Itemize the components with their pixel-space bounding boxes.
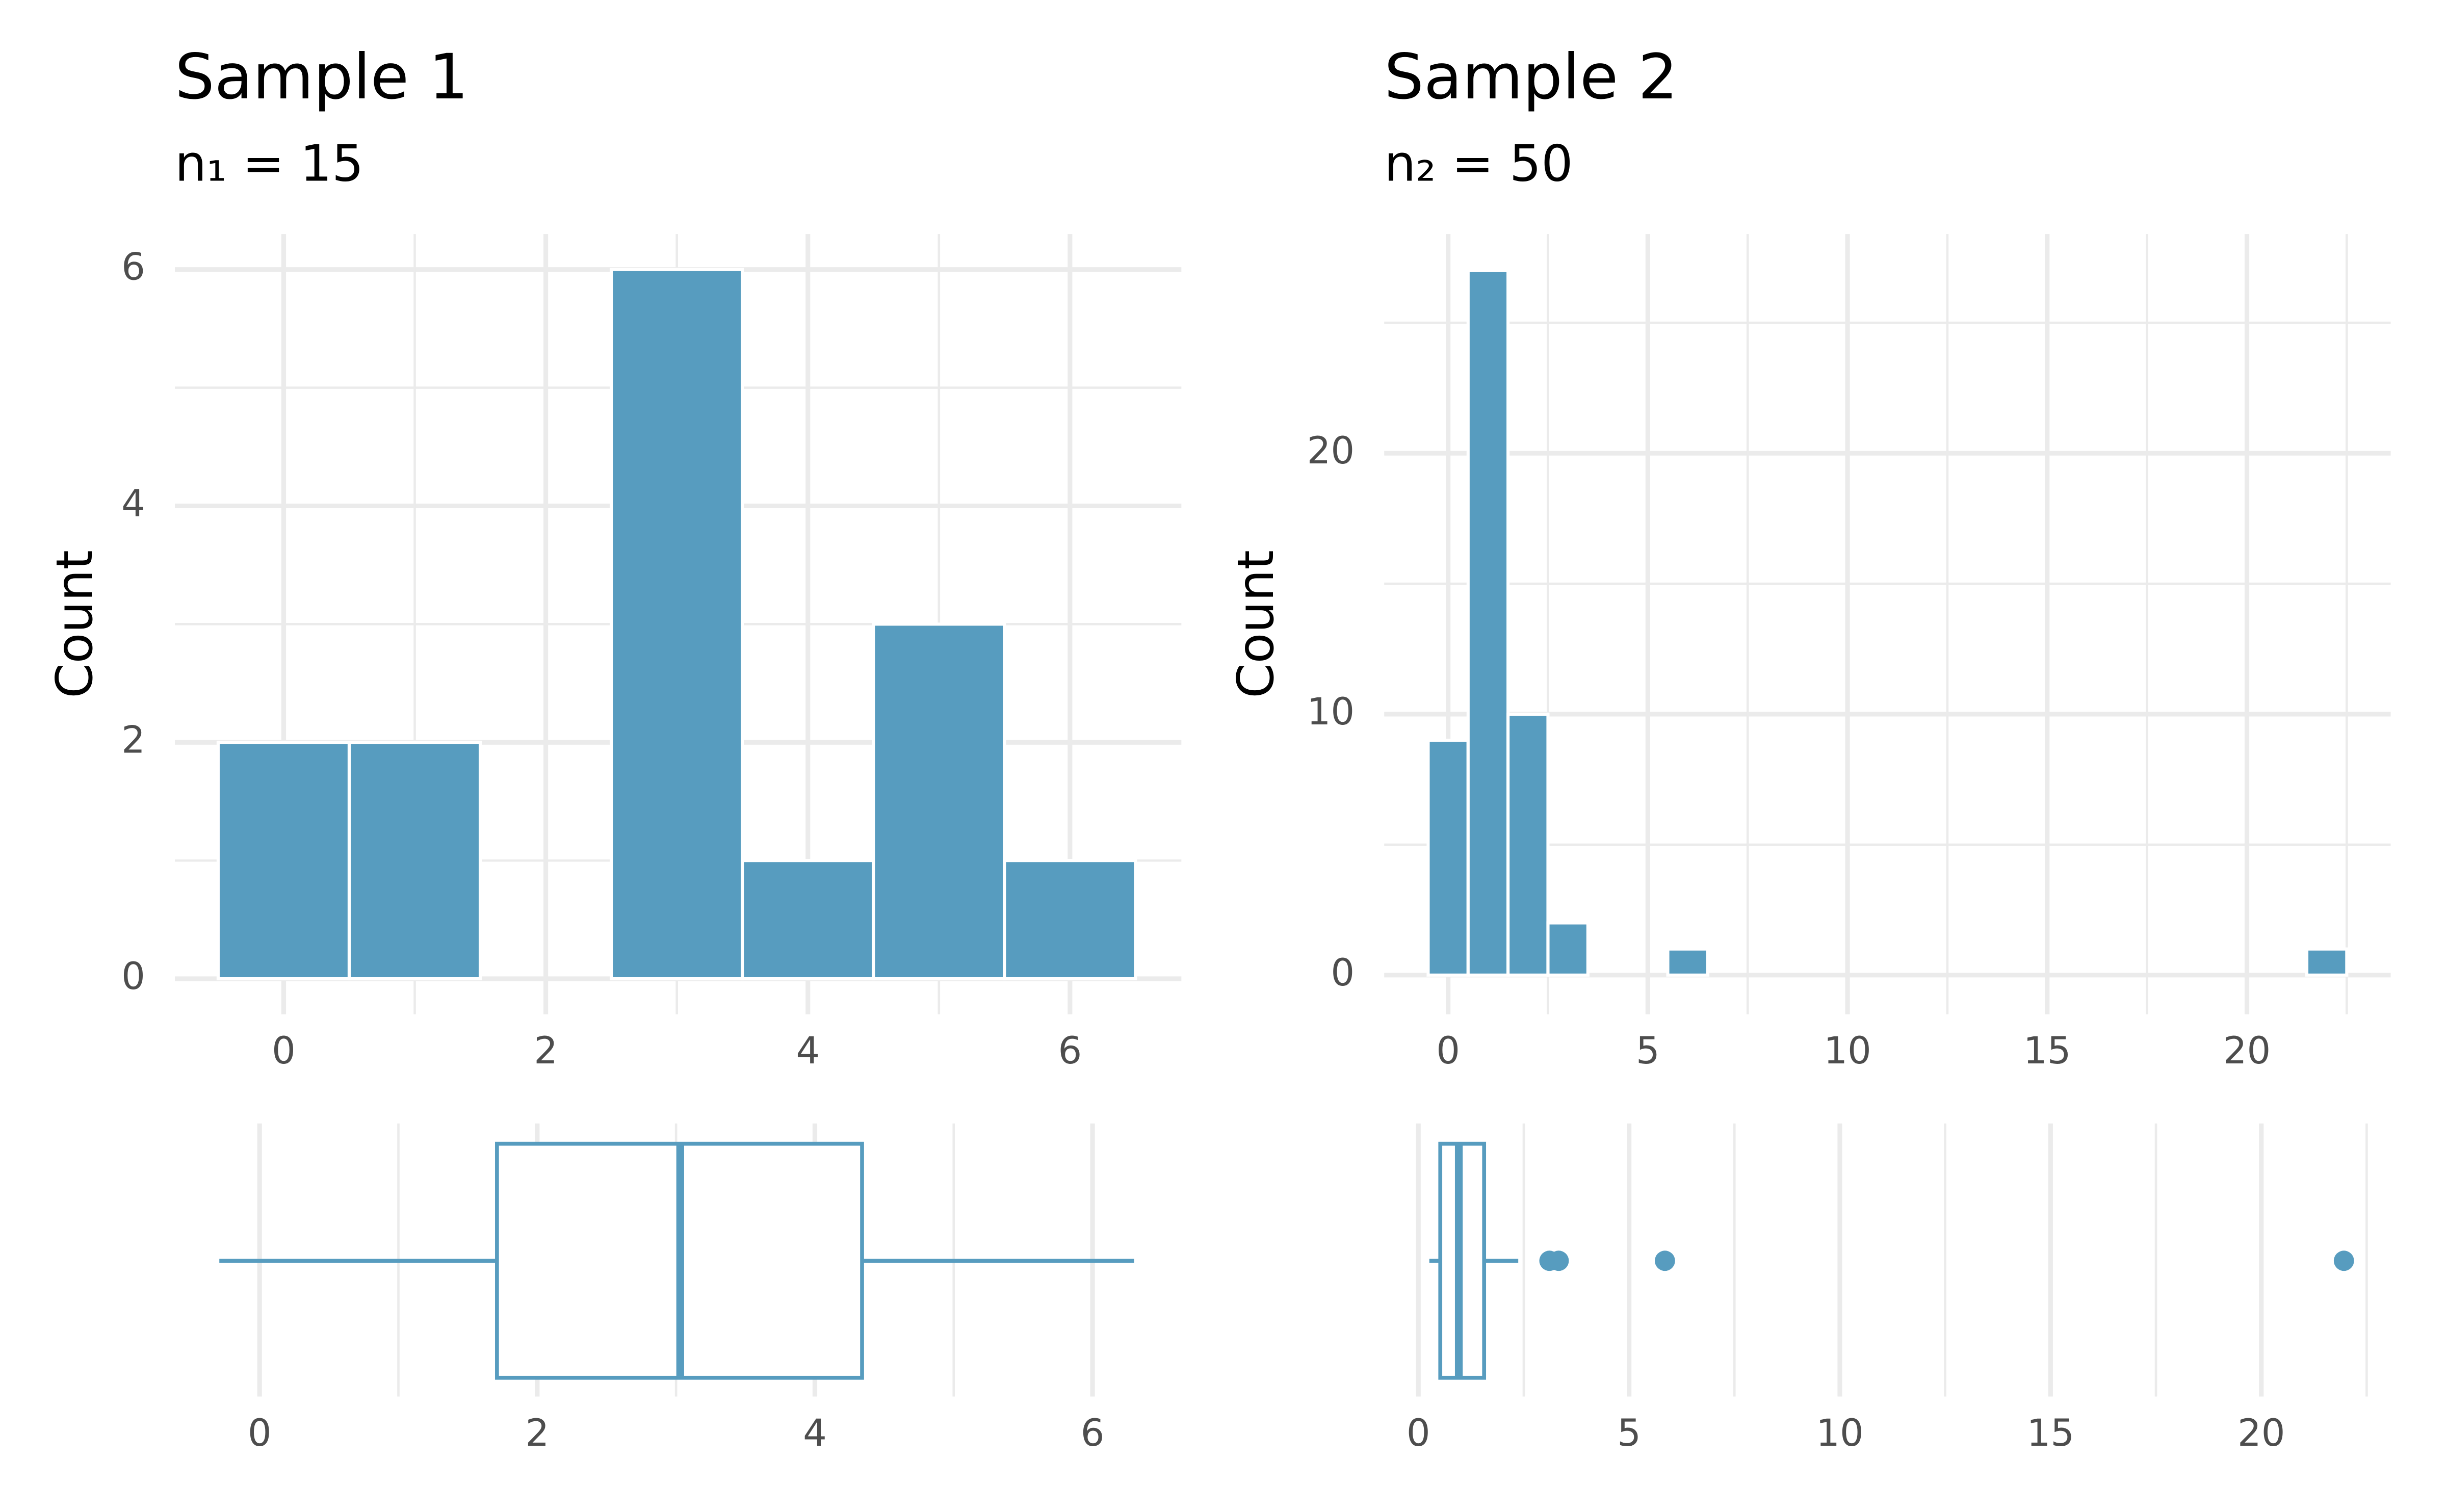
bar: [2305, 947, 2349, 977]
x-tick-label: 4: [803, 1412, 827, 1455]
y-axis-label: Count: [1227, 550, 1285, 698]
x-tick-label: 10: [1816, 1412, 1863, 1455]
x-tick-label: 0: [1436, 1029, 1460, 1073]
outlier: [2333, 1250, 2354, 1271]
x-tick-label: 15: [2023, 1029, 2071, 1073]
y-tick-label: 4: [121, 482, 145, 525]
x-tick-label: 0: [272, 1029, 296, 1073]
panel-subtitle: n₂ = 50: [1384, 135, 1573, 193]
x-tick-label: 20: [2223, 1029, 2271, 1073]
bar: [1506, 712, 1550, 977]
outlier: [1654, 1250, 1675, 1271]
y-tick-label: 0: [121, 955, 145, 998]
y-tick-label: 0: [1331, 951, 1355, 995]
bar: [347, 741, 482, 981]
bar: [741, 859, 875, 981]
bar: [872, 622, 1006, 981]
bar: [610, 268, 744, 981]
outlier: [1548, 1250, 1569, 1271]
bar: [1666, 947, 1709, 977]
x-tick-label: 2: [534, 1029, 558, 1073]
bar: [1003, 859, 1137, 981]
x-tick-label: 6: [1081, 1412, 1105, 1455]
y-axis-label: Count: [46, 550, 104, 698]
panel-title: Sample 1: [175, 40, 468, 113]
x-tick-label: 0: [248, 1412, 272, 1455]
x-tick-label: 0: [1407, 1412, 1430, 1455]
bar: [1466, 269, 1510, 977]
x-tick-label: 20: [2237, 1412, 2285, 1455]
bar: [216, 741, 351, 981]
x-tick-label: 6: [1058, 1029, 1082, 1073]
y-tick-label: 20: [1307, 429, 1355, 473]
bar: [1426, 739, 1470, 977]
x-tick-label: 5: [1617, 1412, 1641, 1455]
bar: [1546, 921, 1590, 977]
x-tick-label: 15: [2027, 1412, 2074, 1455]
panel-subtitle: n₁ = 15: [175, 135, 363, 193]
x-tick-label: 2: [525, 1412, 549, 1455]
x-tick-label: 4: [796, 1029, 820, 1073]
y-tick-label: 2: [121, 718, 145, 762]
y-tick-label: 6: [121, 246, 145, 289]
y-tick-label: 10: [1307, 690, 1355, 734]
x-tick-label: 5: [1636, 1029, 1660, 1073]
panel-title: Sample 2: [1384, 40, 1678, 113]
x-tick-label: 10: [1824, 1029, 1871, 1073]
